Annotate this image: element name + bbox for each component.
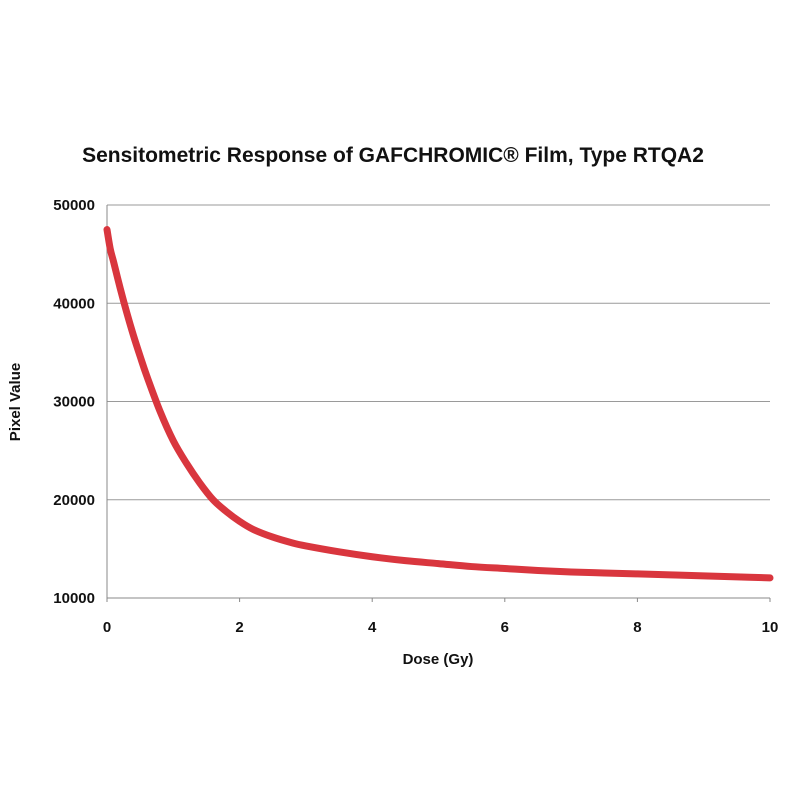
series-group xyxy=(103,226,774,582)
y-tick-label: 50000 xyxy=(53,197,95,214)
y-tick-labels: 10000 20000 30000 40000 50000 xyxy=(53,197,95,607)
axes xyxy=(106,205,771,602)
x-tick-label: 10 xyxy=(762,619,779,636)
y-tick-label: 10000 xyxy=(53,590,95,607)
x-tick-label: 4 xyxy=(368,619,377,636)
chart-title: Sensitometric Response of GAFCHROMIC® Fi… xyxy=(82,144,704,167)
y-tick-label: 30000 xyxy=(53,394,95,411)
y-axis-label: Pixel Value xyxy=(7,363,24,441)
series-line xyxy=(103,226,774,582)
x-tick-label: 0 xyxy=(103,619,111,636)
x-tick-label: 8 xyxy=(633,619,641,636)
x-tick-label: 2 xyxy=(235,619,243,636)
x-tick-label: 6 xyxy=(501,619,509,636)
grid xyxy=(107,204,770,501)
y-tick-label: 40000 xyxy=(53,295,95,312)
y-tick-label: 20000 xyxy=(53,492,95,509)
x-axis-label: Dose (Gy) xyxy=(403,651,474,668)
x-tick-labels: 0 2 4 6 8 10 xyxy=(103,619,779,636)
